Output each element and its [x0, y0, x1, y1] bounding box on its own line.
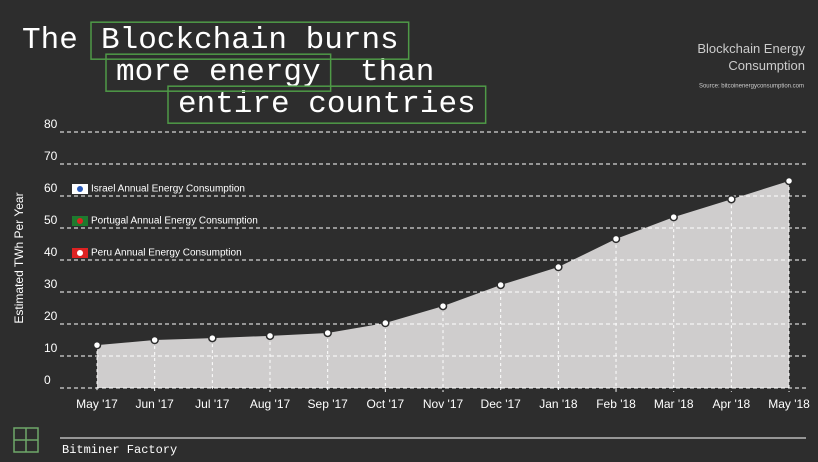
title-box: [167, 85, 487, 124]
x-tick-label: Mar '18: [654, 397, 694, 411]
footer-brand: Bitminer Factory: [62, 443, 177, 457]
point: [265, 331, 275, 341]
x-tick-label: Jun '17: [136, 397, 175, 411]
source: Source: bitcoinenergyconsumption.com: [699, 84, 804, 90]
title-word: The: [22, 23, 78, 58]
flag-emblem: [77, 250, 83, 256]
subtitle: Blockchain Energy Consumption: [697, 41, 805, 73]
y-axis-label: Estimated TWh Per Year: [12, 192, 26, 323]
y-tick-label: 40: [44, 245, 58, 259]
y-tick-label: 10: [44, 341, 58, 355]
x-tick-label: Aug '17: [250, 397, 291, 411]
point: [150, 335, 159, 345]
point: [208, 333, 217, 343]
y-tick-label: 20: [44, 309, 58, 323]
subtitle-box: Blockchain Energy Consumption: [697, 41, 805, 73]
x-tick-label: Sep '17: [308, 397, 349, 411]
title-word: Blockchain burns: [101, 23, 399, 58]
point: [496, 280, 505, 290]
point: [611, 234, 621, 244]
x-tick-label: Apr '18: [713, 397, 751, 411]
x-tick-label: Feb '18: [596, 397, 636, 411]
annotation: Peru Annual Energy Consumption: [91, 248, 242, 259]
x-tick-label: May '17: [76, 397, 118, 411]
flag-emblem: [77, 218, 83, 224]
title-box: [105, 53, 332, 92]
y-tick-label: 0: [44, 373, 51, 387]
flag-emblem: [77, 186, 83, 192]
point: [92, 340, 102, 350]
point: [323, 328, 332, 338]
point: [784, 176, 794, 186]
annotation: Israel Annual Energy Consumption: [91, 184, 245, 195]
point: [381, 318, 390, 328]
x-tick-label: Nov '17: [423, 397, 464, 411]
y-tick-label: 60: [44, 181, 58, 195]
title-box: [90, 21, 410, 60]
x-tick-label: May '18: [768, 397, 810, 411]
point: [727, 194, 736, 204]
y-tick-label: 30: [44, 277, 58, 291]
point: [669, 212, 678, 222]
title-word: more energy: [116, 55, 321, 90]
x-tick-label: Jul '17: [195, 397, 230, 411]
logo: [13, 427, 39, 453]
y-tick-label: 70: [44, 149, 58, 163]
x-tick-label: Jan '18: [539, 397, 578, 411]
y-tick-label: 80: [44, 117, 58, 131]
point: [554, 262, 563, 272]
point: [438, 301, 448, 311]
y-tick-label: 50: [44, 213, 58, 227]
x-tick-label: Oct '17: [367, 397, 405, 411]
title-word: than: [360, 55, 434, 90]
x-tick-label: Dec '17: [481, 397, 522, 411]
title-word: entire countries: [178, 87, 476, 122]
annotation: Portugal Annual Energy Consumption: [91, 216, 258, 227]
